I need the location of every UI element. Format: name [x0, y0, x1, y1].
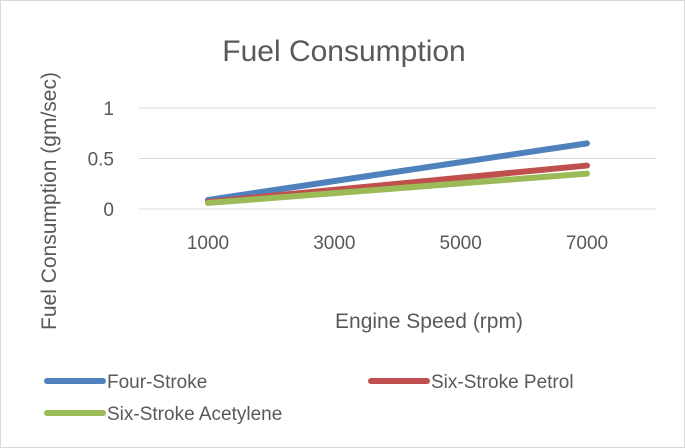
- x-tick-label: 5000: [440, 233, 482, 254]
- series-line-six-stroke-acetylene: [205, 170, 590, 206]
- x-tick-label: 7000: [566, 233, 608, 254]
- y-axis-title: Fuel Consumption (gm/sec): [38, 72, 61, 330]
- series-lines: [205, 140, 590, 206]
- x-axis-ticks: 1000 3000 5000 7000: [187, 233, 608, 254]
- legend-label-six-stroke-petrol: Six-Stroke Petrol: [431, 372, 574, 393]
- gridlines: [139, 107, 656, 210]
- y-tick-label: 0.5: [88, 150, 114, 171]
- legend-label-six-stroke-acetylene: Six-Stroke Acetylene: [107, 404, 282, 425]
- x-tick-label: 1000: [187, 233, 229, 254]
- y-axis-ticks: 00.51: [88, 99, 114, 221]
- y-tick-label: 0: [103, 200, 114, 221]
- x-tick-label: 3000: [313, 233, 355, 254]
- legend-label-four-stroke: Four-Stroke: [107, 372, 207, 393]
- y-tick-label: 1: [103, 99, 114, 120]
- chart-title: Fuel Consumption: [222, 35, 465, 68]
- x-axis-title: Engine Speed (rpm): [335, 310, 523, 333]
- legend: Four-Stroke Six-Stroke Petrol Six-Stroke A…: [44, 372, 574, 425]
- series-line-four-stroke: [205, 140, 590, 203]
